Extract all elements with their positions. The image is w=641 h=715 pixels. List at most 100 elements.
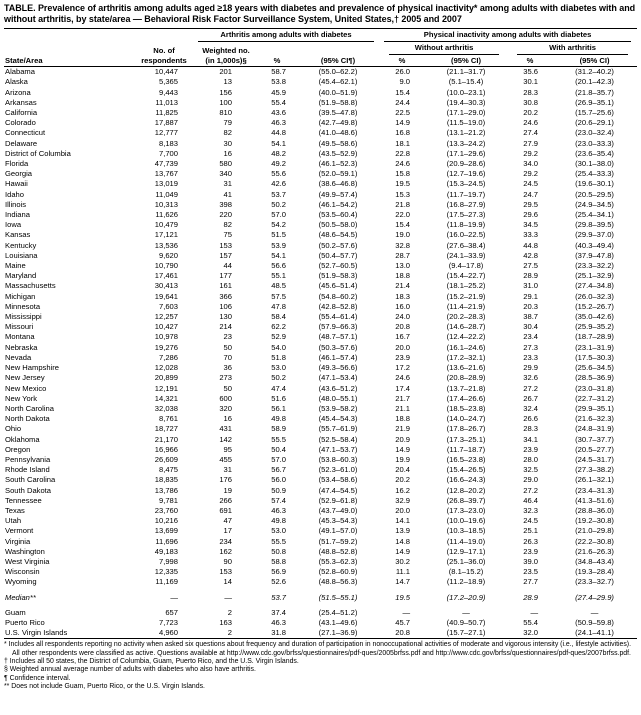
cell-inactivity-without-ci: (15.3–24.5) [446, 179, 486, 189]
cell-arthritis-pct: 56.6 [271, 261, 286, 271]
cell-weighted-no: 13 [223, 77, 232, 87]
table-row: Washington 49,183 162 50.8 (48.8–52.8) 14.9 (1… [4, 547, 637, 557]
cell-weighted-no: 19 [223, 485, 232, 495]
table-row: Missouri 10,427 214 62.2 (57.9–66.3) 20.8 (14.… [4, 322, 637, 332]
cell-arthritis-ci: (49.1–57.0) [318, 526, 358, 536]
cell-inactivity-without-pct: 15.3 [395, 189, 411, 199]
cell-no-respondents: 10,447 [154, 67, 178, 77]
cell-inactivity-with-ci: (20.6–29.1) [575, 118, 614, 128]
cell-no-respondents: 12,335 [154, 567, 178, 577]
cell-inactivity-without-ci: (17.4–26.6) [446, 393, 486, 403]
cell-state: Pennsylvania [5, 454, 51, 464]
cell-inactivity-without-ci: (18.5–23.8) [446, 403, 486, 413]
cell-state: Puerto Rico [5, 617, 45, 627]
cell-no-respondents: 4,960 [158, 628, 178, 638]
cell-inactivity-with-pct: 32.6 [523, 373, 539, 383]
table-row: Nevada 7,286 70 51.8 (46.1–57.4) 23.9 (17.2–32… [4, 353, 637, 363]
cell-arthritis-pct: 56.7 [271, 465, 286, 475]
cell-arthritis-pct: 48.2 [271, 148, 286, 158]
cell-inactivity-without-ci: (26.8–39.7) [446, 495, 486, 505]
cell-inactivity-without-pct: 17.4 [395, 383, 411, 393]
cell-inactivity-with-pct: 34.0 [523, 159, 539, 169]
cell-arthritis-pct: 57.0 [271, 210, 286, 220]
cell-arthritis-ci: (25.4–51.2) [318, 607, 358, 617]
table-header: State/Area No. of respondents Arthritis … [4, 29, 638, 68]
cell-no-respondents: 17,461 [154, 271, 178, 281]
cell-inactivity-with-pct: 27.3 [523, 342, 539, 352]
cell-no-respondents: 11,169 [155, 577, 178, 587]
cell-no-respondents: 49,183 [154, 546, 178, 556]
table-row: North Dakota 8,761 16 49.8 (45.4–54.3) 18.8 (1… [4, 414, 637, 424]
cell-state: Massachusetts [5, 281, 56, 291]
cell-inactivity-with-pct: 20.2 [523, 108, 539, 118]
cell-inactivity-with-pct: 23.9 [523, 546, 539, 556]
footnote-weighted-number: § Weighted annual average number of adul… [4, 666, 256, 674]
cell-inactivity-without-pct: 18.8 [395, 271, 411, 281]
cell-inactivity-with-pct: 29.9 [523, 363, 539, 373]
table-row: New Jersey 20,899 273 50.2 (47.1–53.4) 24.6 (2… [4, 373, 637, 383]
cell-inactivity-with-ci: (21.8–35.7) [575, 87, 614, 97]
cell-inactivity-without-ci: (24.1–33.9) [446, 250, 486, 260]
cell-inactivity-with-ci: (30.7–37.7) [575, 434, 614, 444]
cell-arthritis-pct: 48.5 [271, 281, 286, 291]
cell-inactivity-with-ci: (29.8–39.5) [575, 220, 614, 230]
cell-arthritis-pct: 55.5 [271, 536, 286, 546]
cell-arthritis-pct: 58.7 [271, 67, 286, 77]
cell-inactivity-without-ci: (11.4–19.0) [446, 536, 486, 546]
cell-inactivity-with-ci: (23.1–31.9) [575, 342, 614, 352]
cell-arthritis-pct: 50.4 [271, 444, 286, 454]
cell-inactivity-with-ci: (50.9–59.8) [575, 617, 614, 627]
cell-arthritis-pct: 56.1 [271, 403, 286, 413]
cell-arthritis-ci: (53.4–58.6) [318, 475, 358, 485]
cell-inactivity-without-ci: (12.9–17.1) [446, 546, 486, 556]
cell-inactivity-with-pct: 26.3 [523, 536, 539, 546]
cell-arthritis-pct: 47.8 [271, 301, 286, 311]
cell-arthritis-pct: 51.5 [271, 230, 286, 240]
cell-weighted-no: 95 [223, 444, 232, 454]
table-row: Florida 47,739 580 49.2 (46.1–52.3) 24.6 (20.9… [4, 159, 637, 169]
cell-inactivity-without-ci: (20.2–28.3) [446, 312, 486, 322]
cell-weighted-no: 177 [219, 271, 232, 281]
header-without-ci: (95% CI) [424, 56, 509, 68]
cell-inactivity-without-ci: (17.2–20.9) [446, 592, 486, 602]
cell-weighted-no: 163 [219, 617, 232, 627]
cell-arthritis-pct: 53.8 [271, 77, 286, 87]
table-row: Virginia 11,696 234 55.5 (51.7–59.2) 14.8 (11.… [4, 537, 637, 547]
cell-weighted-no: 366 [219, 291, 232, 301]
cell-inactivity-without-pct: 19.0 [395, 230, 411, 240]
cell-arthritis-pct: 54.1 [271, 250, 286, 260]
cell-weighted-no: 810 [219, 108, 232, 118]
cell-state: Vermont [5, 526, 34, 536]
cell-arthritis-pct: 50.2 [271, 199, 286, 209]
cell-inactivity-without-ci: (16.1–24.6) [446, 342, 486, 352]
cell-arthritis-ci: (42.7–49.8) [318, 118, 358, 128]
cell-inactivity-with-ci: (34.8–43.4) [575, 556, 614, 566]
cell-inactivity-with-pct: 28.0 [523, 454, 539, 464]
header-no-of-line2: respondents [141, 56, 187, 65]
table-row: Connecticut 12,777 82 44.8 (41.0–48.6) 16.8 (1… [4, 128, 637, 138]
cell-weighted-no: 70 [223, 352, 232, 362]
cell-no-respondents: 18,727 [154, 424, 178, 434]
cell-arthritis-pct: 62.2 [271, 322, 286, 332]
cell-weighted-no: 220 [219, 210, 232, 220]
cell-inactivity-without-pct: 20.9 [395, 434, 411, 444]
cell-arthritis-pct: 53.7 [271, 189, 286, 199]
cell-inactivity-with-pct: 28.3 [523, 87, 539, 97]
cell-no-respondents: 11,626 [155, 210, 178, 220]
cell-weighted-no: 431 [219, 424, 232, 434]
cell-no-respondents: 14,321 [154, 393, 178, 403]
cell-arthritis-pct: 46.3 [271, 118, 286, 128]
table-row: Michigan 19,641 366 57.5 (54.8–60.2) 18.3 (15.… [4, 292, 637, 302]
cell-state: U.S. Virgin Islands [5, 628, 68, 638]
cell-inactivity-without-ci: (17.8–26.7) [446, 424, 486, 434]
cell-inactivity-without-pct: 14.8 [395, 536, 411, 546]
cell-inactivity-without-ci: (16.8–27.9) [446, 199, 486, 209]
cell-state: North Dakota [5, 414, 50, 424]
cell-inactivity-with-ci: (17.5–30.3) [575, 352, 614, 362]
cell-arthritis-ci: (48.7–57.1) [318, 332, 358, 342]
cell-arthritis-ci: (48.8–52.8) [318, 546, 358, 556]
cell-state: Virginia [5, 536, 31, 546]
cell-weighted-no: 16 [223, 148, 232, 158]
cell-inactivity-without-ci: (17.1–29.0) [446, 108, 486, 118]
cell-no-respondents: 5,365 [158, 77, 178, 87]
